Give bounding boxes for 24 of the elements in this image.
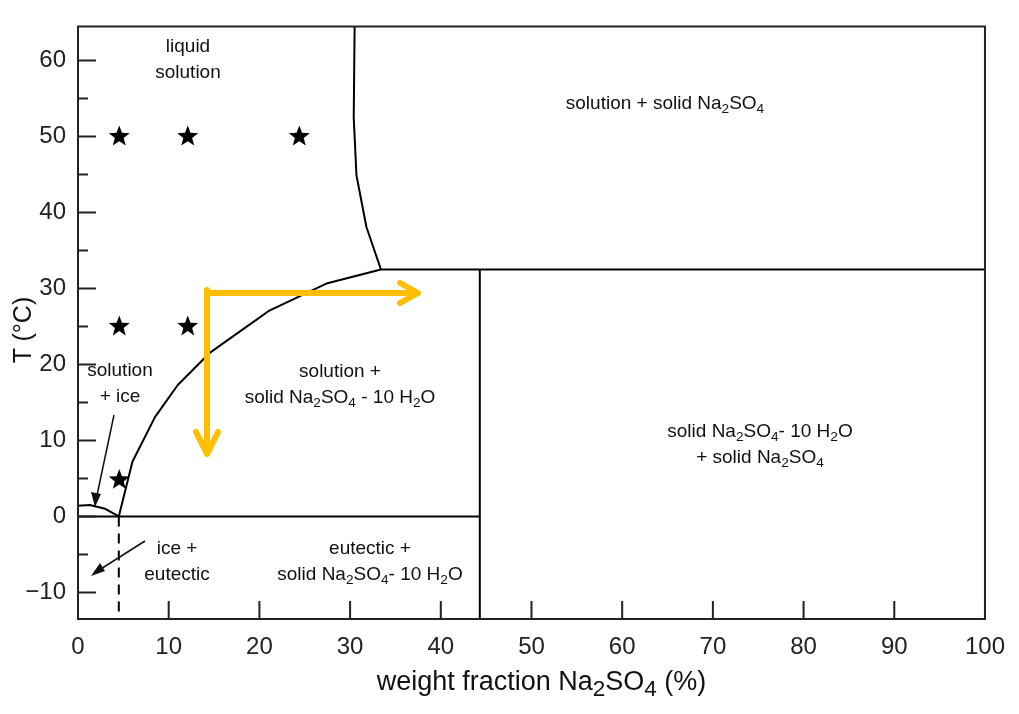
y-tick-label: 40 bbox=[39, 197, 66, 225]
x-tick-label: 0 bbox=[71, 632, 85, 660]
x-tick-label: 20 bbox=[246, 632, 273, 660]
x-tick-label: 30 bbox=[336, 632, 364, 660]
y-tick-label: 30 bbox=[39, 273, 66, 301]
annotation: liquid solution bbox=[155, 35, 221, 83]
x-axis-title: weight fraction Na$_{2}$SO$_{4}$ (%) bbox=[375, 666, 708, 703]
y-axis-title: T (°C) bbox=[7, 296, 37, 364]
x-tick-label: 90 bbox=[880, 632, 908, 660]
x-tick-label: 80 bbox=[790, 632, 817, 660]
x-tick-label: 50 bbox=[518, 632, 545, 660]
x-tick-label: 10 bbox=[155, 632, 183, 660]
y-tick-label: 50 bbox=[39, 121, 66, 149]
y-tick-label: 60 bbox=[39, 45, 66, 73]
annotation: solution + ice bbox=[87, 359, 153, 407]
y-tick-label: 20 bbox=[39, 349, 66, 377]
y-tick-label: 0 bbox=[52, 501, 66, 529]
x-tick-label: 70 bbox=[699, 632, 727, 660]
y-tick-label: −10 bbox=[25, 577, 66, 605]
x-tick-label: 100 bbox=[964, 632, 1005, 660]
x-tick-label: 40 bbox=[427, 632, 455, 660]
annotation: ice + eutectic bbox=[144, 537, 210, 585]
x-tick-label: 60 bbox=[608, 632, 636, 660]
y-tick-label: 10 bbox=[39, 425, 66, 453]
